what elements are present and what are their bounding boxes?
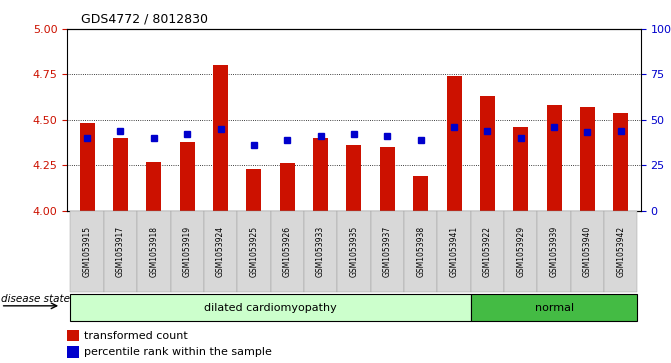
Bar <box>580 107 595 211</box>
Bar <box>67 330 79 341</box>
Text: GSM1053935: GSM1053935 <box>350 226 358 277</box>
Bar <box>446 76 462 211</box>
Text: GSM1053925: GSM1053925 <box>250 226 258 277</box>
Text: GSM1053926: GSM1053926 <box>282 226 292 277</box>
Bar <box>180 142 195 211</box>
Bar <box>346 145 362 211</box>
Bar <box>280 163 295 211</box>
Bar <box>80 123 95 211</box>
Bar <box>246 169 262 211</box>
Text: GSM1053939: GSM1053939 <box>550 226 558 277</box>
Text: percentile rank within the sample: percentile rank within the sample <box>84 347 272 357</box>
Text: GSM1053938: GSM1053938 <box>416 226 425 277</box>
Text: GSM1053937: GSM1053937 <box>383 226 392 277</box>
Bar <box>547 105 562 211</box>
Text: GSM1053917: GSM1053917 <box>116 226 125 277</box>
Bar <box>67 346 79 358</box>
Bar <box>313 138 328 211</box>
Bar <box>513 127 528 211</box>
Bar <box>213 65 228 211</box>
Text: dilated cardiomyopathy: dilated cardiomyopathy <box>204 303 337 313</box>
Text: GDS4772 / 8012830: GDS4772 / 8012830 <box>81 12 207 25</box>
Text: GSM1053933: GSM1053933 <box>316 226 325 277</box>
Text: GSM1053918: GSM1053918 <box>150 226 158 277</box>
Bar <box>113 138 128 211</box>
Bar <box>380 147 395 211</box>
Bar <box>480 96 495 211</box>
Bar <box>146 162 161 211</box>
Text: GSM1053915: GSM1053915 <box>83 226 92 277</box>
Text: disease state: disease state <box>1 294 70 303</box>
Text: GSM1053919: GSM1053919 <box>183 226 192 277</box>
Text: normal: normal <box>535 303 574 313</box>
Text: GSM1053929: GSM1053929 <box>516 226 525 277</box>
Text: GSM1053941: GSM1053941 <box>450 226 458 277</box>
Bar <box>613 113 628 211</box>
Text: GSM1053940: GSM1053940 <box>583 226 592 277</box>
Text: GSM1053942: GSM1053942 <box>616 226 625 277</box>
Text: GSM1053922: GSM1053922 <box>483 226 492 277</box>
Text: transformed count: transformed count <box>84 331 188 341</box>
Bar <box>413 176 428 211</box>
Text: GSM1053924: GSM1053924 <box>216 226 225 277</box>
